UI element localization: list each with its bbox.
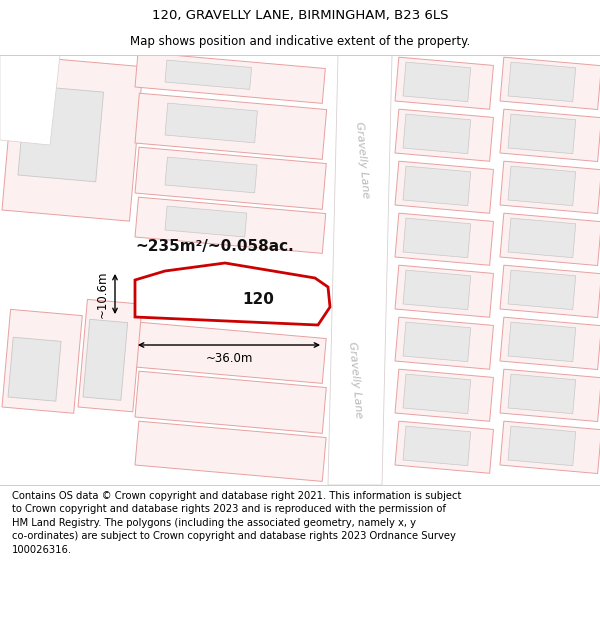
Polygon shape (403, 322, 471, 362)
Text: ~235m²/~0.058ac.: ~235m²/~0.058ac. (136, 239, 295, 254)
Polygon shape (135, 147, 326, 209)
Polygon shape (135, 371, 326, 433)
Polygon shape (395, 213, 493, 265)
Text: Gravelly Lane: Gravelly Lane (347, 341, 364, 419)
Polygon shape (403, 62, 471, 102)
Polygon shape (395, 317, 493, 369)
Polygon shape (500, 109, 600, 161)
Polygon shape (2, 56, 143, 221)
Polygon shape (165, 157, 257, 193)
Polygon shape (165, 60, 251, 89)
Polygon shape (328, 55, 392, 485)
Polygon shape (2, 309, 82, 413)
Polygon shape (403, 374, 471, 414)
Polygon shape (0, 55, 60, 145)
Polygon shape (403, 114, 471, 154)
Polygon shape (395, 161, 493, 213)
Polygon shape (508, 62, 576, 102)
Polygon shape (18, 86, 104, 182)
Polygon shape (508, 426, 576, 466)
Polygon shape (508, 322, 576, 362)
Text: 120: 120 (242, 291, 274, 306)
Polygon shape (403, 218, 471, 258)
Polygon shape (508, 270, 576, 309)
Text: ~10.6m: ~10.6m (95, 270, 109, 318)
Polygon shape (395, 265, 493, 318)
Polygon shape (135, 197, 326, 253)
Polygon shape (508, 218, 576, 258)
Polygon shape (500, 265, 600, 318)
Text: 120, GRAVELLY LANE, BIRMINGHAM, B23 6LS: 120, GRAVELLY LANE, BIRMINGHAM, B23 6LS (152, 9, 448, 22)
Polygon shape (403, 166, 471, 206)
Text: Contains OS data © Crown copyright and database right 2021. This information is : Contains OS data © Crown copyright and d… (12, 491, 461, 555)
Polygon shape (500, 369, 600, 421)
Polygon shape (395, 109, 493, 161)
Polygon shape (508, 374, 576, 414)
Text: Gravelly Lane: Gravelly Lane (353, 121, 370, 199)
Polygon shape (135, 52, 325, 103)
Polygon shape (403, 426, 471, 466)
Polygon shape (165, 103, 257, 143)
Polygon shape (83, 319, 128, 400)
Polygon shape (135, 263, 330, 325)
Polygon shape (508, 166, 576, 206)
Polygon shape (395, 369, 493, 421)
Polygon shape (135, 93, 326, 159)
Polygon shape (500, 57, 600, 109)
Polygon shape (135, 322, 326, 383)
Text: ~36.0m: ~36.0m (205, 351, 253, 364)
Polygon shape (500, 161, 600, 214)
Polygon shape (403, 270, 471, 309)
Polygon shape (395, 421, 493, 473)
Polygon shape (165, 206, 247, 237)
Polygon shape (500, 421, 600, 474)
Polygon shape (78, 299, 142, 412)
Text: Map shows position and indicative extent of the property.: Map shows position and indicative extent… (130, 35, 470, 48)
Polygon shape (500, 213, 600, 266)
Polygon shape (8, 338, 61, 401)
Polygon shape (508, 114, 576, 154)
Polygon shape (500, 317, 600, 369)
Polygon shape (135, 421, 326, 481)
Polygon shape (395, 57, 493, 109)
